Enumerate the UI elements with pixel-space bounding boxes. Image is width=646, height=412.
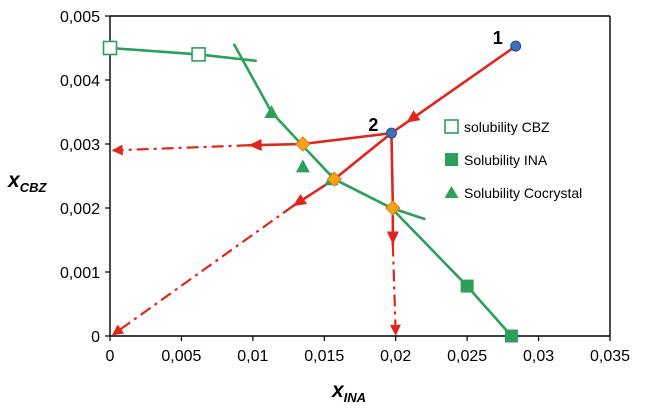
legend-item-solubility-cbz: solubility CBZ bbox=[444, 119, 550, 135]
dashed-path-line bbox=[389, 244, 401, 336]
solid-path-line bbox=[390, 131, 395, 210]
path-lines bbox=[111, 44, 518, 336]
state-point-label: 2 bbox=[368, 115, 378, 135]
state-point-marker bbox=[510, 40, 522, 52]
marker-filled-triangle bbox=[295, 159, 310, 173]
marker-open-square bbox=[102, 40, 118, 56]
arrowhead bbox=[292, 193, 308, 207]
x-tick-label: 0,01 bbox=[237, 348, 268, 365]
dashed-path-line bbox=[111, 144, 249, 156]
legend-item-solubility-ina: Solubility INA bbox=[445, 152, 548, 168]
intersection-diamond bbox=[326, 171, 342, 187]
solubility-curve bbox=[108, 46, 258, 63]
y-axis-label: xCBZ bbox=[7, 169, 47, 195]
legend-item-solubility-cocrystal: Solubility Cocrystal bbox=[444, 185, 582, 201]
x-tick-label: 0,015 bbox=[304, 348, 344, 365]
legend: solubility CBZ Solubility INA Solubility… bbox=[444, 119, 582, 201]
y-tick-label: 0,005 bbox=[60, 9, 100, 26]
arrowhead bbox=[406, 110, 421, 123]
arrowhead bbox=[386, 231, 399, 245]
marker-open-square bbox=[191, 47, 206, 62]
state-point-marker bbox=[385, 127, 397, 139]
x-tick-label: 0,025 bbox=[447, 348, 487, 365]
marker-filled-square bbox=[460, 279, 474, 293]
legend-label: Solubility INA bbox=[464, 152, 548, 168]
solid-path-line bbox=[301, 131, 393, 146]
x-tick-label: 0,03 bbox=[523, 348, 554, 365]
y-tick-label: 0,002 bbox=[60, 201, 100, 218]
open-square-marker bbox=[444, 119, 459, 134]
intersection-diamond bbox=[295, 136, 311, 152]
intersection-diamond bbox=[385, 200, 401, 216]
y-tick-group: 0 0,001 0,002 0,003 0,004 0,005 bbox=[60, 9, 110, 346]
filled-square-marker bbox=[445, 153, 458, 166]
axes bbox=[109, 15, 611, 337]
y-tick-label: 0,001 bbox=[60, 265, 100, 282]
filled-triangle-marker bbox=[444, 186, 459, 198]
y-tick-label: 0,004 bbox=[60, 73, 100, 90]
x-tick-label: 0,035 bbox=[590, 348, 630, 365]
x-tick-label: 0 bbox=[106, 348, 115, 365]
state-point-label: 1 bbox=[493, 28, 503, 48]
x-tick-label: 0,005 bbox=[161, 348, 201, 365]
marker-filled-triangle bbox=[264, 105, 279, 118]
legend-label: solubility CBZ bbox=[464, 119, 550, 135]
x-axis-label: xINA bbox=[331, 379, 366, 405]
x-tick-group: 0 0,005 0,01 0,015 0,02 0,025 0,03 0,035 bbox=[106, 336, 630, 365]
y-tick-label: 0 bbox=[91, 329, 100, 346]
y-tick-label: 0,003 bbox=[60, 137, 100, 154]
solid-path-line bbox=[332, 131, 393, 181]
legend-label: Solubility Cocrystal bbox=[464, 185, 582, 201]
dashed-path-line bbox=[111, 205, 294, 336]
solubility-curve bbox=[390, 206, 513, 338]
arrowhead bbox=[248, 138, 262, 151]
x-tick-label: 0,02 bbox=[380, 348, 411, 365]
data-markers: 12 bbox=[102, 28, 522, 343]
marker-filled-square bbox=[504, 329, 518, 343]
